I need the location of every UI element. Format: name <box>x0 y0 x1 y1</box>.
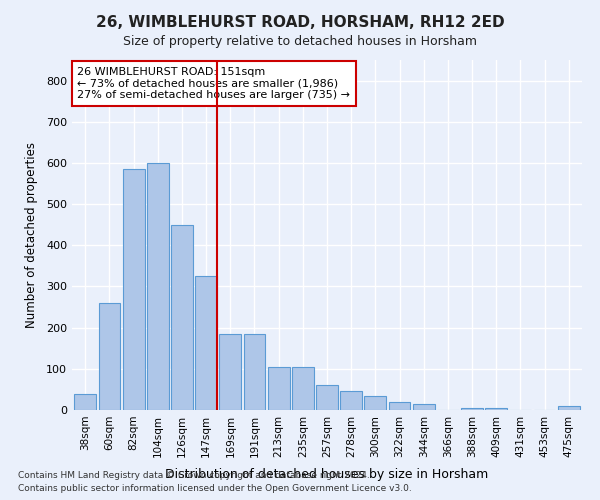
X-axis label: Distribution of detached houses by size in Horsham: Distribution of detached houses by size … <box>166 468 488 481</box>
Text: 26 WIMBLEHURST ROAD: 151sqm
← 73% of detached houses are smaller (1,986)
27% of : 26 WIMBLEHURST ROAD: 151sqm ← 73% of det… <box>77 67 350 100</box>
Bar <box>340 392 362 410</box>
Y-axis label: Number of detached properties: Number of detached properties <box>25 142 38 328</box>
Bar <box>268 367 290 410</box>
Bar <box>244 334 265 410</box>
Bar <box>461 408 483 410</box>
Bar <box>123 169 145 410</box>
Text: Size of property relative to detached houses in Horsham: Size of property relative to detached ho… <box>123 35 477 48</box>
Bar <box>413 404 434 410</box>
Text: Contains HM Land Registry data © Crown copyright and database right 2024.: Contains HM Land Registry data © Crown c… <box>18 470 370 480</box>
Bar <box>389 402 410 410</box>
Bar <box>292 367 314 410</box>
Bar <box>171 224 193 410</box>
Bar <box>220 334 241 410</box>
Text: 26, WIMBLEHURST ROAD, HORSHAM, RH12 2ED: 26, WIMBLEHURST ROAD, HORSHAM, RH12 2ED <box>95 15 505 30</box>
Bar <box>74 394 96 410</box>
Bar <box>195 276 217 410</box>
Bar <box>98 303 121 410</box>
Bar <box>364 396 386 410</box>
Text: Contains public sector information licensed under the Open Government Licence v3: Contains public sector information licen… <box>18 484 412 493</box>
Bar <box>147 163 169 410</box>
Bar <box>316 386 338 410</box>
Bar <box>485 408 507 410</box>
Bar <box>558 406 580 410</box>
